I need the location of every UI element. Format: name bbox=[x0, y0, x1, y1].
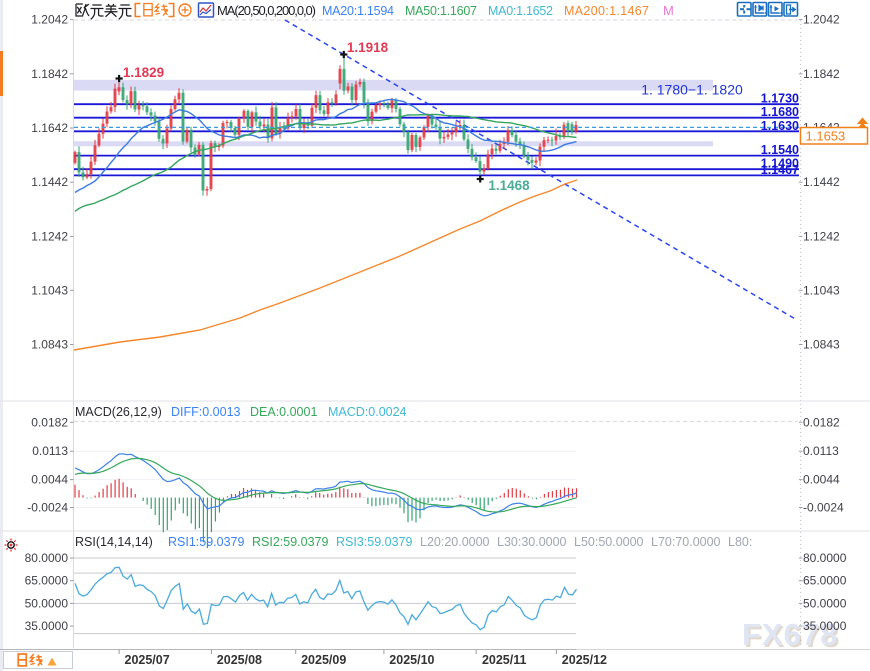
svg-text:0.0182: 0.0182 bbox=[803, 415, 840, 429]
svg-text:MA200:1.1467: MA200:1.1467 bbox=[564, 4, 649, 18]
svg-text:2025/07: 2025/07 bbox=[125, 653, 170, 667]
svg-text:2025/10: 2025/10 bbox=[389, 653, 434, 667]
svg-text:1.1653: 1.1653 bbox=[806, 129, 846, 144]
svg-text:1.1630: 1.1630 bbox=[761, 119, 799, 133]
svg-text:MA(20,50,0,200,0,0): MA(20,50,0,200,0,0) bbox=[217, 3, 316, 18]
svg-text:80.0000: 80.0000 bbox=[803, 551, 847, 565]
svg-text:M: M bbox=[663, 3, 674, 18]
svg-text:35.0000: 35.0000 bbox=[803, 619, 847, 633]
svg-text:1. 1780−1. 1820: 1. 1780−1. 1820 bbox=[641, 82, 743, 98]
svg-text:0.0113: 0.0113 bbox=[803, 444, 839, 458]
svg-text:65.0000: 65.0000 bbox=[25, 574, 69, 588]
svg-text:1.0843: 1.0843 bbox=[803, 338, 840, 352]
svg-text:1.1829: 1.1829 bbox=[123, 65, 164, 80]
svg-text:MACD:0.0024: MACD:0.0024 bbox=[328, 405, 407, 419]
svg-text:2025/12: 2025/12 bbox=[562, 653, 607, 667]
svg-text:L80:: L80: bbox=[728, 535, 752, 549]
svg-text:FX678: FX678 bbox=[742, 617, 838, 652]
svg-text:1.1468: 1.1468 bbox=[488, 178, 530, 193]
svg-text:1.1043: 1.1043 bbox=[31, 283, 68, 297]
svg-text:50.0000: 50.0000 bbox=[25, 596, 69, 610]
svg-text:L50:50.0000: L50:50.0000 bbox=[574, 535, 644, 549]
svg-text:MA20:1.1594: MA20:1.1594 bbox=[322, 4, 394, 18]
svg-text:MA0:1.1652: MA0:1.1652 bbox=[488, 4, 553, 18]
svg-text:-0.0024: -0.0024 bbox=[803, 501, 844, 515]
svg-text:MACD(26,12,9): MACD(26,12,9) bbox=[75, 405, 162, 419]
svg-text:1.1442: 1.1442 bbox=[31, 175, 68, 189]
svg-text:35.0000: 35.0000 bbox=[25, 619, 69, 633]
svg-text:1.2042: 1.2042 bbox=[31, 13, 68, 27]
svg-text:1.1467: 1.1467 bbox=[761, 163, 799, 177]
svg-text:RSI2:59.0379: RSI2:59.0379 bbox=[252, 535, 328, 549]
svg-text:2025/11: 2025/11 bbox=[482, 653, 527, 667]
svg-text:0.0044: 0.0044 bbox=[31, 473, 68, 487]
svg-text:L20:20.0000: L20:20.0000 bbox=[420, 535, 490, 549]
svg-text:1.1918: 1.1918 bbox=[347, 40, 389, 55]
svg-text:1.1730: 1.1730 bbox=[761, 92, 799, 106]
svg-text:2025/08: 2025/08 bbox=[217, 653, 262, 667]
svg-text:RSI1:59.0379: RSI1:59.0379 bbox=[168, 535, 244, 549]
svg-text:65.0000: 65.0000 bbox=[803, 574, 847, 588]
svg-text:1.1442: 1.1442 bbox=[803, 175, 840, 189]
svg-text:L70:70.0000: L70:70.0000 bbox=[651, 535, 721, 549]
svg-text:0.0113: 0.0113 bbox=[32, 444, 68, 458]
svg-text:L30:30.0000: L30:30.0000 bbox=[497, 535, 567, 549]
svg-text:RSI3:59.0379: RSI3:59.0379 bbox=[336, 535, 412, 549]
svg-text:FX678: FX678 bbox=[744, 619, 840, 654]
svg-text:-0.0024: -0.0024 bbox=[27, 501, 68, 515]
svg-text:0.0044: 0.0044 bbox=[803, 473, 840, 487]
svg-text:MA50:1.1607: MA50:1.1607 bbox=[405, 4, 477, 18]
svg-text:DIFF:0.0013: DIFF:0.0013 bbox=[171, 405, 241, 419]
svg-text:1.1680: 1.1680 bbox=[761, 105, 799, 119]
svg-text:1.0843: 1.0843 bbox=[31, 338, 68, 352]
svg-text:1.1242: 1.1242 bbox=[803, 229, 840, 243]
svg-text:1.1540: 1.1540 bbox=[761, 143, 799, 157]
svg-text:1.1043: 1.1043 bbox=[803, 283, 840, 297]
svg-text:1.1642: 1.1642 bbox=[31, 121, 68, 135]
svg-text:1.1490: 1.1490 bbox=[761, 157, 799, 171]
svg-text:1.2042: 1.2042 bbox=[803, 13, 840, 27]
svg-text:50.0000: 50.0000 bbox=[803, 596, 847, 610]
svg-text:0.0182: 0.0182 bbox=[31, 415, 68, 429]
svg-text:1.1242: 1.1242 bbox=[31, 229, 68, 243]
svg-text:80.0000: 80.0000 bbox=[25, 551, 69, 565]
svg-text:DEA:0.0001: DEA:0.0001 bbox=[250, 405, 317, 419]
svg-text:2025/09: 2025/09 bbox=[301, 653, 346, 667]
svg-text:1.1842: 1.1842 bbox=[803, 67, 840, 81]
svg-text:1.1842: 1.1842 bbox=[31, 67, 68, 81]
svg-text:RSI(14,14,14): RSI(14,14,14) bbox=[75, 535, 153, 549]
